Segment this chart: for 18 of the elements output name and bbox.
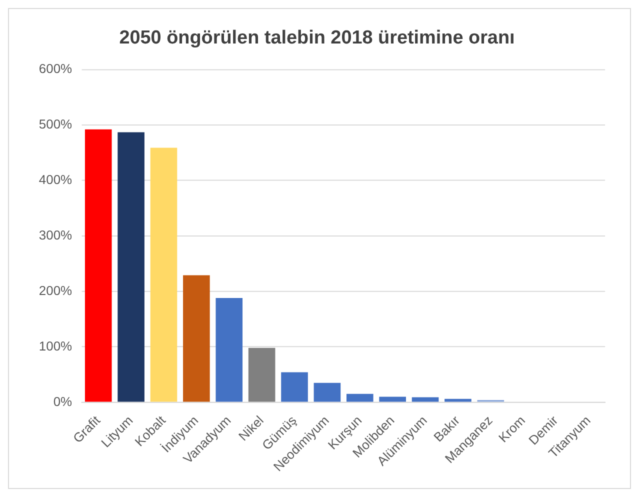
- bar: [346, 394, 374, 402]
- bar: [118, 132, 144, 402]
- y-tick-label: 0%: [53, 394, 73, 409]
- bar: [216, 298, 243, 402]
- y-tick-label: 100%: [38, 338, 73, 354]
- bar: [84, 129, 112, 402]
- y-tick-label: 400%: [38, 172, 73, 188]
- bar: [281, 372, 308, 402]
- bar: [379, 396, 406, 402]
- bar: [314, 382, 341, 402]
- bar: [150, 148, 178, 402]
- chart-title: 2050 öngörülen talebin 2018 üretimine oranı: [119, 28, 515, 48]
- y-tick-label: 600%: [38, 61, 73, 76]
- y-tick-label: 300%: [38, 227, 73, 242]
- y-tick-label: 200%: [38, 282, 73, 298]
- bar: [248, 348, 276, 402]
- bar: [183, 275, 210, 402]
- y-tick-label: 500%: [38, 116, 73, 132]
